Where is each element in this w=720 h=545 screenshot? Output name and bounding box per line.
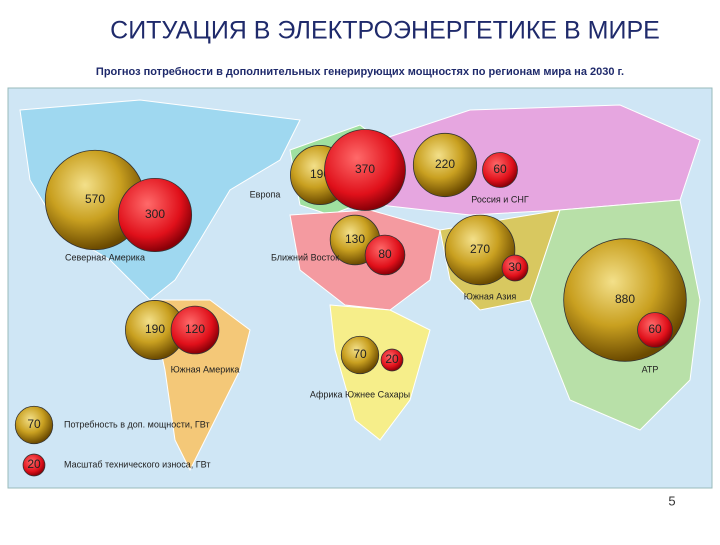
bubble-value: 190	[145, 322, 165, 336]
capacity-bubble	[340, 335, 380, 375]
wear-bubble	[637, 312, 673, 348]
bubble-value: 120	[185, 322, 205, 336]
region-label: Африка Южнее Сахары	[310, 389, 410, 399]
wear-bubble	[170, 305, 220, 355]
wear-bubble	[501, 254, 529, 282]
bubble-value: 20	[385, 352, 399, 366]
bubble-value: 30	[508, 260, 522, 274]
wear-bubble	[380, 348, 404, 372]
capacity-bubble	[444, 214, 516, 286]
wear-bubble	[324, 129, 406, 211]
region-label: Северная Америка	[65, 252, 145, 262]
bubble-value: 370	[355, 162, 375, 176]
title: СИТУАЦИЯ В ЭЛЕКТРОЭНЕРГЕТИКЕ В МИРЕ	[110, 17, 660, 45]
legend-label: Потребность в доп. мощности, ГВт	[64, 419, 210, 429]
legend-bubble	[22, 453, 46, 477]
region-label: Южная Азия	[464, 291, 517, 301]
wear-bubble	[117, 177, 193, 253]
bubble-value: 60	[648, 322, 662, 336]
bubble-value: 220	[435, 157, 455, 171]
capacity-bubble	[412, 132, 478, 198]
bubble-value: 130	[345, 232, 365, 246]
bubble-value: 300	[145, 207, 165, 221]
legend-label: Масштаб технического износа, ГВт	[64, 459, 211, 469]
wear-bubble	[482, 152, 518, 188]
subtitle: Прогноз потребности в дополнительных ген…	[96, 66, 624, 78]
region-label: Ближний Восток	[271, 252, 339, 262]
bubble-value: 80	[378, 247, 392, 261]
bubble-value: 880	[615, 292, 635, 306]
legend-bubble	[14, 405, 54, 445]
bubble-value: 70	[353, 347, 367, 361]
bubble-value: 270	[470, 242, 490, 256]
region-label: Южная Америка	[171, 364, 240, 374]
wear-bubble	[364, 234, 406, 276]
legend-value: 20	[27, 457, 41, 471]
page-number: 5	[668, 493, 675, 508]
region-label: Россия и СНГ	[471, 194, 529, 204]
bubble-value: 60	[493, 162, 507, 176]
region-label: Европа	[250, 189, 281, 199]
legend-value: 70	[27, 417, 41, 431]
region-label: АТР	[642, 364, 659, 374]
bubble-value: 570	[85, 192, 105, 206]
